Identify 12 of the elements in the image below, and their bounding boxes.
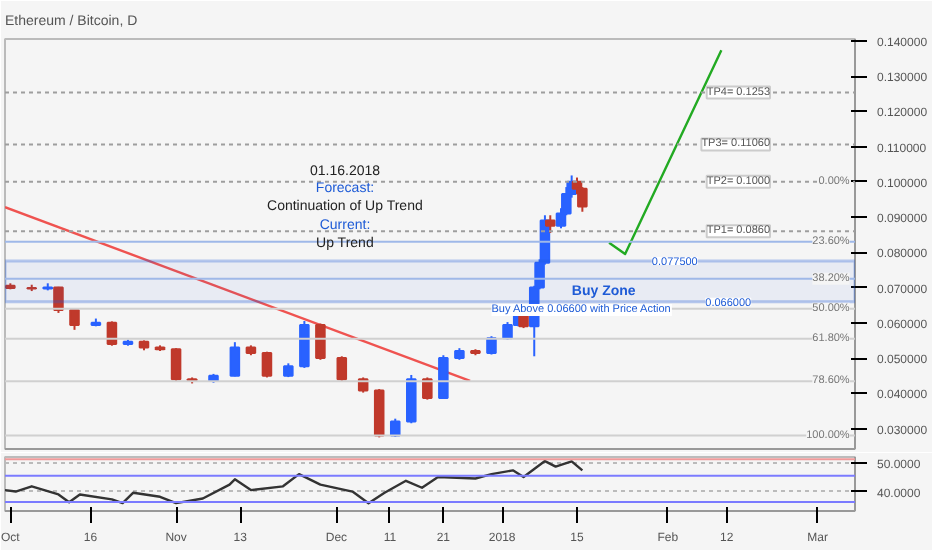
candlestick — [229, 341, 241, 378]
candlestick — [315, 322, 326, 361]
candlestick — [438, 354, 449, 400]
line-series — [5, 459, 584, 505]
candlestick — [299, 320, 310, 369]
candlestick — [53, 285, 64, 314]
candlestick — [406, 373, 417, 425]
candlestick — [373, 388, 385, 439]
candlestick — [422, 376, 433, 401]
candlestick — [577, 186, 588, 213]
candlestick — [170, 347, 182, 382]
candlestick — [336, 355, 348, 382]
